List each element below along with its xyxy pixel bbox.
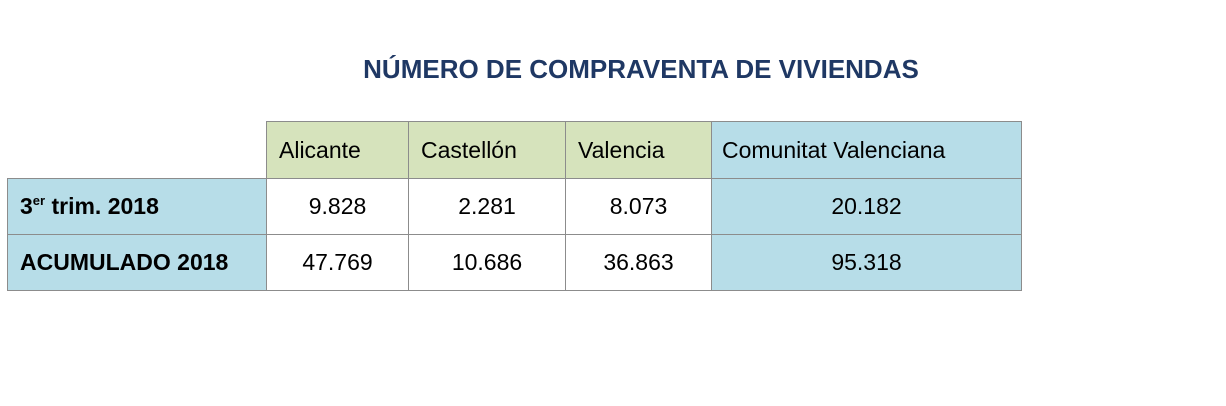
cell-value-total: 95.318 (711, 234, 1022, 291)
page-title: NÚMERO DE COMPRAVENTA DE VIVIENDAS (363, 54, 919, 84)
row-label-superscript: er (32, 193, 46, 208)
column-header-castellon: Castellón (408, 121, 566, 179)
cell-value: 2.281 (408, 178, 566, 235)
cell-value-total: 20.182 (711, 178, 1022, 235)
row-label-main: 3 (20, 193, 33, 219)
cell-value: 8.073 (565, 178, 712, 235)
cell-value: 47.769 (266, 234, 409, 291)
column-header-comunitat-valenciana: Comunitat Valenciana (711, 121, 1022, 179)
row-label-rest: trim. 2018 (45, 193, 159, 219)
row-label-acumulado: ACUMULADO 2018 (7, 234, 267, 291)
cell-value: 10.686 (408, 234, 566, 291)
table-row: ACUMULADO 2018 47.769 10.686 36.863 95.3… (7, 234, 1022, 291)
cell-value: 9.828 (266, 178, 409, 235)
table-corner-cell (7, 121, 267, 179)
cell-value: 36.863 (565, 234, 712, 291)
column-header-alicante: Alicante (266, 121, 409, 179)
row-label-trimestre: 3er trim. 2018 (7, 178, 267, 235)
column-header-valencia: Valencia (565, 121, 712, 179)
table-header-row: Alicante Castellón Valencia Comunitat Va… (7, 121, 1022, 179)
table-row: 3er trim. 2018 9.828 2.281 8.073 20.182 (7, 178, 1022, 235)
sales-table: Alicante Castellón Valencia Comunitat Va… (7, 121, 1022, 291)
